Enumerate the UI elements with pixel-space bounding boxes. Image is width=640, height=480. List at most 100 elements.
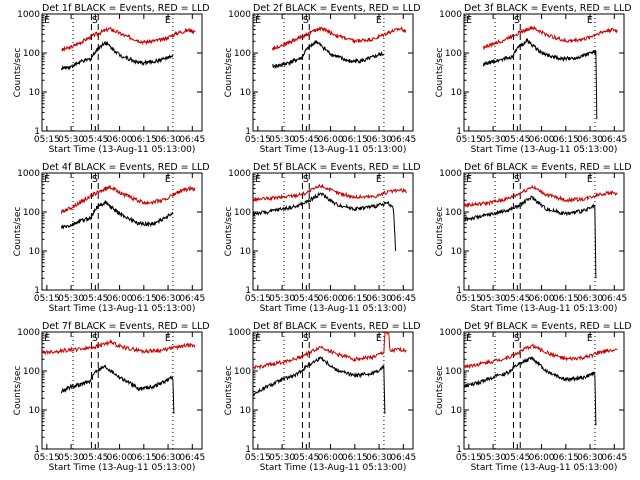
panel-title: Det 1f BLACK = Events, RED = LLD xyxy=(42,3,210,14)
x-axis-label: Start Time (13-Aug-11 05:13:00) xyxy=(49,145,196,155)
y-tick-label: 10 xyxy=(240,247,252,257)
plot-frame xyxy=(463,331,625,450)
marker-label-s: S xyxy=(303,15,309,26)
x-tick-label: 05:45 xyxy=(82,294,108,304)
x-tick-label: 06:30 xyxy=(155,453,181,463)
x-tick-label: 05:30 xyxy=(480,453,506,463)
y-tick-label: 1 xyxy=(456,127,462,137)
events-series-line xyxy=(252,356,386,414)
plot-frame xyxy=(252,172,414,291)
y-tick-label: 1000 xyxy=(228,328,251,338)
y-tick-label: 10 xyxy=(29,247,41,257)
x-tick-label: 05:45 xyxy=(293,135,319,145)
x-tick-label: 06:30 xyxy=(366,135,392,145)
x-tick-label: 05:15 xyxy=(34,294,60,304)
y-tick-label: 1000 xyxy=(17,328,40,338)
x-axis-label: Start Time (13-Aug-11 05:13:00) xyxy=(471,463,618,473)
x-tick-label: 06:15 xyxy=(342,135,368,145)
x-tick-label: 05:15 xyxy=(245,135,271,145)
x-tick-label: 06:30 xyxy=(577,453,603,463)
x-tick-label: 05:30 xyxy=(58,135,84,145)
y-tick-label: 100 xyxy=(234,49,251,59)
x-tick-label: 06:45 xyxy=(601,294,627,304)
marker-label-e1: E xyxy=(44,15,50,26)
marker-label-s: S xyxy=(92,333,98,344)
events-series-line xyxy=(60,40,174,71)
y-axis-label: Counts/sec xyxy=(435,48,445,98)
marker-label-e2: E xyxy=(165,174,171,185)
x-tick-label: 05:30 xyxy=(58,453,84,463)
marker-label-s: S xyxy=(514,333,520,344)
x-tick-label: 06:15 xyxy=(131,453,157,463)
plot-frame xyxy=(463,172,625,291)
x-tick-label: 06:00 xyxy=(529,135,555,145)
plot-frame xyxy=(41,331,203,450)
x-tick-label: 06:30 xyxy=(577,135,603,145)
x-tick-label: 06:45 xyxy=(601,135,627,145)
y-tick-label: 1 xyxy=(34,445,40,455)
x-tick-label: 06:45 xyxy=(179,294,205,304)
plot-frame xyxy=(252,331,414,450)
y-axis-label: Counts/sec xyxy=(435,366,445,416)
x-axis-label: Start Time (13-Aug-11 05:13:00) xyxy=(49,304,196,314)
panel-title: Det 8f BLACK = Events, RED = LLD xyxy=(253,321,421,332)
marker-label-e2: E xyxy=(587,174,593,185)
marker-label-s: S xyxy=(92,174,98,185)
panel-5: Det 5f BLACK = Events, RED = LLD 1 10 100 10… xyxy=(224,162,421,314)
lld-series-line xyxy=(61,26,196,52)
marker-label-s: S xyxy=(514,174,520,185)
y-tick-label: 1 xyxy=(245,127,251,137)
lld-series-line xyxy=(252,183,407,203)
panel-2: Det 2f BLACK = Events, RED = LLD 1 10 100 10… xyxy=(224,3,421,155)
plot-frame xyxy=(252,13,414,132)
x-tick-label: 05:30 xyxy=(269,294,295,304)
y-axis-label: Counts/sec xyxy=(13,366,23,416)
events-series-line xyxy=(463,356,597,426)
panel-3: Det 3f BLACK = Events, RED = LLD 1 10 100 10… xyxy=(435,3,632,155)
panel-9: Det 9f BLACK = Events, RED = LLD 1 10 100 10… xyxy=(435,321,632,473)
events-series-line xyxy=(272,39,385,69)
y-tick-label: 100 xyxy=(445,49,462,59)
y-tick-label: 10 xyxy=(240,406,252,416)
y-tick-label: 100 xyxy=(23,49,40,59)
y-tick-label: 1 xyxy=(245,445,251,455)
panel-7: Det 7f BLACK = Events, RED = LLD 1 10 100 10… xyxy=(13,321,210,473)
y-tick-label: 1000 xyxy=(228,169,251,179)
marker-label-e1: E xyxy=(466,174,472,185)
marker-label-e1: E xyxy=(255,15,261,26)
panel-title: Det 6f BLACK = Events, RED = LLD xyxy=(464,162,632,173)
marker-label-e2: E xyxy=(165,15,171,26)
y-axis-label: Counts/sec xyxy=(13,207,23,257)
x-tick-label: 05:45 xyxy=(504,135,530,145)
x-tick-label: 06:00 xyxy=(107,135,133,145)
y-tick-label: 1000 xyxy=(439,328,462,338)
x-axis-label: Start Time (13-Aug-11 05:13:00) xyxy=(49,463,196,473)
x-tick-label: 06:15 xyxy=(131,294,157,304)
x-axis-label: Start Time (13-Aug-11 05:13:00) xyxy=(260,463,407,473)
y-axis-label: Counts/sec xyxy=(224,48,234,98)
y-axis-label: Counts/sec xyxy=(224,366,234,416)
y-tick-label: 10 xyxy=(29,406,41,416)
x-tick-label: 06:30 xyxy=(155,294,181,304)
panel-title: Det 7f BLACK = Events, RED = LLD xyxy=(42,321,210,332)
y-tick-label: 1 xyxy=(456,445,462,455)
x-tick-label: 05:45 xyxy=(293,453,319,463)
y-tick-label: 10 xyxy=(29,88,41,98)
x-tick-label: 05:15 xyxy=(456,294,482,304)
x-tick-label: 06:30 xyxy=(577,294,603,304)
lld-series-line xyxy=(463,343,618,370)
y-axis-label: Counts/sec xyxy=(435,207,445,257)
y-axis-label: Counts/sec xyxy=(13,48,23,98)
marker-label-e1: E xyxy=(466,15,472,26)
x-tick-label: 05:30 xyxy=(269,453,295,463)
y-tick-label: 1000 xyxy=(228,10,251,20)
events-series-line xyxy=(463,195,597,279)
x-tick-label: 05:45 xyxy=(504,294,530,304)
x-tick-label: 06:45 xyxy=(390,294,416,304)
marker-label-e2: E xyxy=(587,15,593,26)
y-tick-label: 10 xyxy=(240,88,252,98)
y-tick-label: 1000 xyxy=(17,169,40,179)
x-tick-label: 06:45 xyxy=(390,135,416,145)
lld-series-line xyxy=(271,25,407,52)
